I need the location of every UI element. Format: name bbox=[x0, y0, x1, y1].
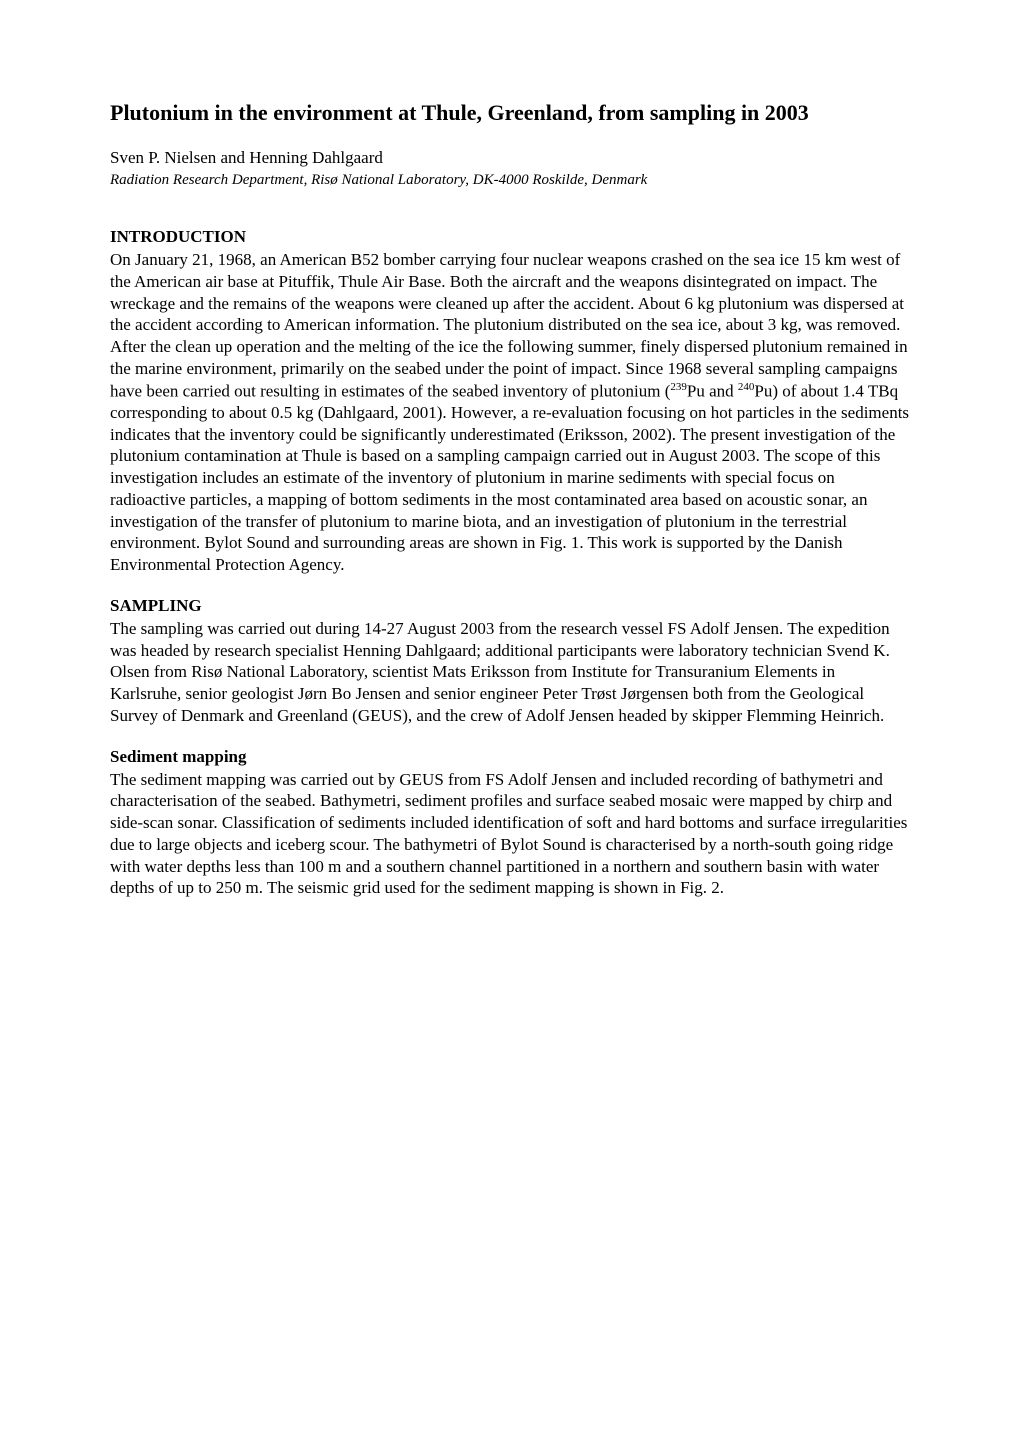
intro-text-pre: On January 21, 1968, an American B52 bom… bbox=[110, 250, 908, 400]
author-names: Sven P. Nielsen and Henning Dahlgaard bbox=[110, 148, 910, 168]
affiliation-text: Radiation Research Department, Risø Nati… bbox=[110, 172, 910, 189]
sampling-body: The sampling was carried out during 14-2… bbox=[110, 618, 910, 727]
sampling-heading: SAMPLING bbox=[110, 596, 910, 616]
sediment-mapping-heading: Sediment mapping bbox=[110, 747, 910, 767]
intro-text-mid: Pu and bbox=[687, 381, 738, 400]
intro-text-post: Pu) of about 1.4 TBq corresponding to ab… bbox=[110, 381, 909, 574]
introduction-body: On January 21, 1968, an American B52 bom… bbox=[110, 249, 910, 576]
sediment-mapping-body: The sediment mapping was carried out by … bbox=[110, 769, 910, 900]
page-title: Plutonium in the environment at Thule, G… bbox=[110, 100, 910, 126]
superscript-240: 240 bbox=[738, 381, 755, 393]
superscript-239: 239 bbox=[670, 381, 687, 393]
introduction-heading: INTRODUCTION bbox=[110, 227, 910, 247]
